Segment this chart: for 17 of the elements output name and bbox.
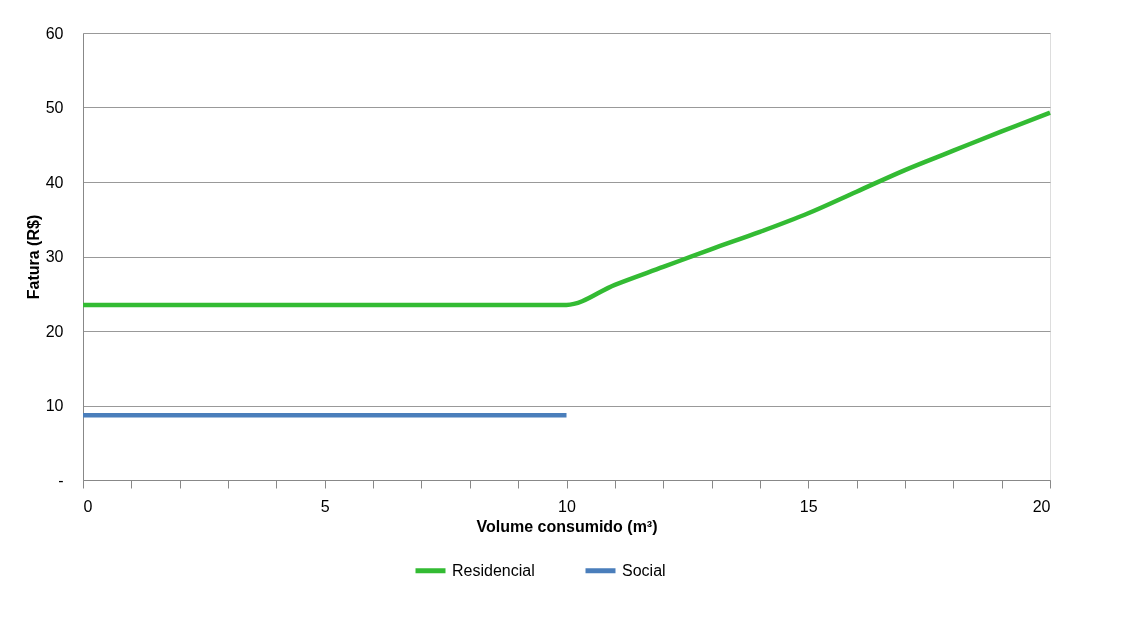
y-tick-label: 30 — [45, 248, 64, 265]
x-axis-title: Volume consumido (m³) — [476, 517, 658, 535]
line-series — [80, 110, 1053, 308]
y-tick-label: 60 — [45, 24, 64, 42]
y-axis-title: Fatura (R$) — [24, 214, 42, 300]
x-tick-label: 15 — [799, 497, 818, 515]
y-tick-label: 10 — [45, 397, 64, 414]
y-tick-label: - — [58, 471, 64, 489]
x-tick-label: 0 — [83, 497, 93, 515]
y-tick-label: 50 — [45, 99, 64, 116]
x-tick-label: 10 — [558, 497, 576, 515]
legend-label: Residencial — [452, 561, 535, 579]
x-tick-label: 20 — [1032, 497, 1051, 515]
x-tick-label: 5 — [320, 497, 330, 515]
legend-label: Social — [622, 561, 666, 579]
y-tick-label: 20 — [45, 322, 64, 340]
y-tick-label: 40 — [45, 173, 64, 191]
